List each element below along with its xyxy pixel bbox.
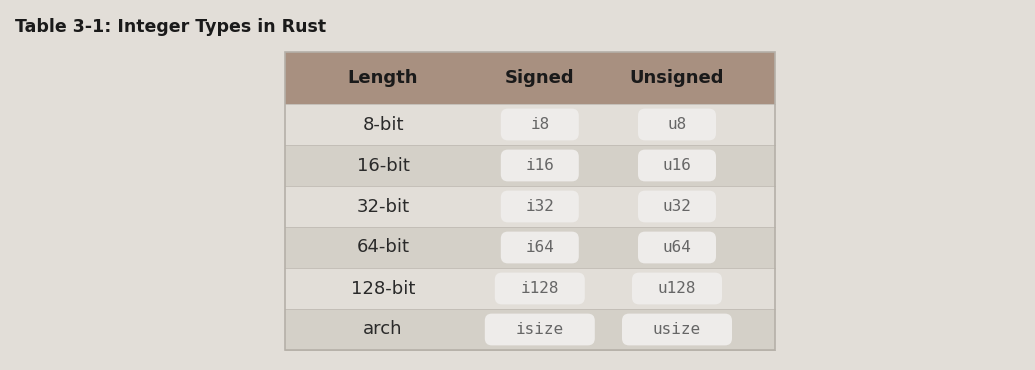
Text: arch: arch <box>363 320 403 339</box>
Bar <box>285 104 775 145</box>
FancyBboxPatch shape <box>501 191 579 222</box>
FancyBboxPatch shape <box>638 149 716 181</box>
Text: 8-bit: 8-bit <box>362 115 404 134</box>
Text: Unsigned: Unsigned <box>629 69 724 87</box>
FancyBboxPatch shape <box>484 314 595 345</box>
Text: Signed: Signed <box>505 69 574 87</box>
Bar <box>285 268 775 309</box>
Bar <box>285 145 775 186</box>
Text: 128-bit: 128-bit <box>351 279 415 297</box>
Text: i64: i64 <box>526 240 554 255</box>
Text: 64-bit: 64-bit <box>356 239 410 256</box>
FancyBboxPatch shape <box>632 273 722 305</box>
FancyBboxPatch shape <box>495 273 585 305</box>
Text: i128: i128 <box>521 281 559 296</box>
FancyBboxPatch shape <box>501 232 579 263</box>
Text: u32: u32 <box>662 199 691 214</box>
Text: 32-bit: 32-bit <box>356 198 410 215</box>
Text: usize: usize <box>653 322 701 337</box>
Text: u128: u128 <box>658 281 697 296</box>
Text: 16-bit: 16-bit <box>357 157 410 175</box>
FancyBboxPatch shape <box>622 314 732 345</box>
Bar <box>285 309 775 350</box>
Text: u64: u64 <box>662 240 691 255</box>
FancyBboxPatch shape <box>501 149 579 181</box>
Text: u8: u8 <box>668 117 686 132</box>
FancyBboxPatch shape <box>501 109 579 140</box>
FancyBboxPatch shape <box>638 232 716 263</box>
Bar <box>285 52 775 104</box>
FancyBboxPatch shape <box>638 191 716 222</box>
Text: isize: isize <box>515 322 564 337</box>
FancyBboxPatch shape <box>638 109 716 140</box>
Text: Length: Length <box>348 69 418 87</box>
Bar <box>285 186 775 227</box>
Text: i8: i8 <box>530 117 550 132</box>
Text: Table 3-1: Integer Types in Rust: Table 3-1: Integer Types in Rust <box>14 18 326 36</box>
Text: i32: i32 <box>526 199 554 214</box>
Text: i16: i16 <box>526 158 554 173</box>
Bar <box>285 227 775 268</box>
Bar <box>285 52 775 350</box>
Text: u16: u16 <box>662 158 691 173</box>
